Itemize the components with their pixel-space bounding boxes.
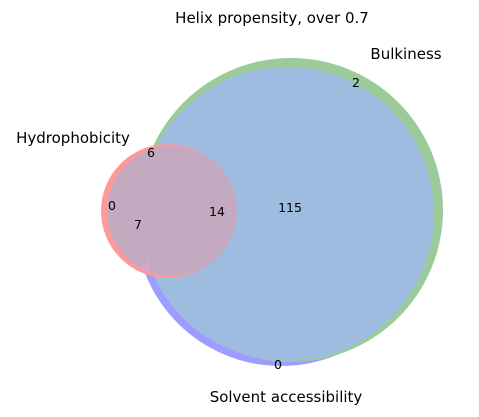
- set-label-bulkiness: Bulkiness: [370, 45, 441, 63]
- count-solvent-only: 0: [274, 357, 282, 372]
- circle-bulk-solvent-overlap: [140, 67, 434, 361]
- count-hydrophobicity-bulkiness: 6: [147, 145, 155, 160]
- set-label-solvent-accessibility: Solvent accessibility: [210, 388, 363, 406]
- hydro-solvent-sliver: [141, 250, 150, 270]
- count-bulkiness-solvent: 115: [278, 200, 302, 215]
- circle-hydrophobicity-overlap: [107, 146, 237, 276]
- count-hydrophobicity-only: 0: [108, 198, 116, 213]
- count-bulkiness-only: 2: [352, 75, 360, 90]
- chart-title: Helix propensity, over 0.7: [175, 9, 369, 27]
- set-label-hydrophobicity: Hydrophobicity: [16, 129, 130, 147]
- count-hydrophobicity-solvent: 7: [134, 217, 142, 232]
- count-all-three: 14: [209, 204, 225, 219]
